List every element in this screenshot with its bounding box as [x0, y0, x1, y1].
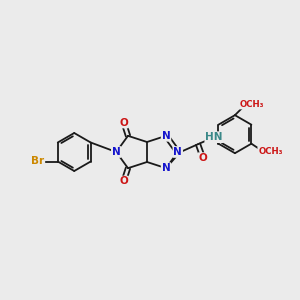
Text: N: N [162, 163, 170, 173]
Text: HN: HN [205, 132, 223, 142]
Text: OCH₃: OCH₃ [240, 100, 264, 109]
Text: Br: Br [31, 157, 44, 166]
Text: N: N [162, 131, 170, 141]
Text: N: N [173, 147, 182, 157]
Text: O: O [119, 118, 128, 128]
Text: O: O [199, 153, 207, 163]
Text: N: N [112, 147, 121, 157]
Text: OCH₃: OCH₃ [258, 147, 283, 156]
Text: O: O [119, 176, 128, 187]
